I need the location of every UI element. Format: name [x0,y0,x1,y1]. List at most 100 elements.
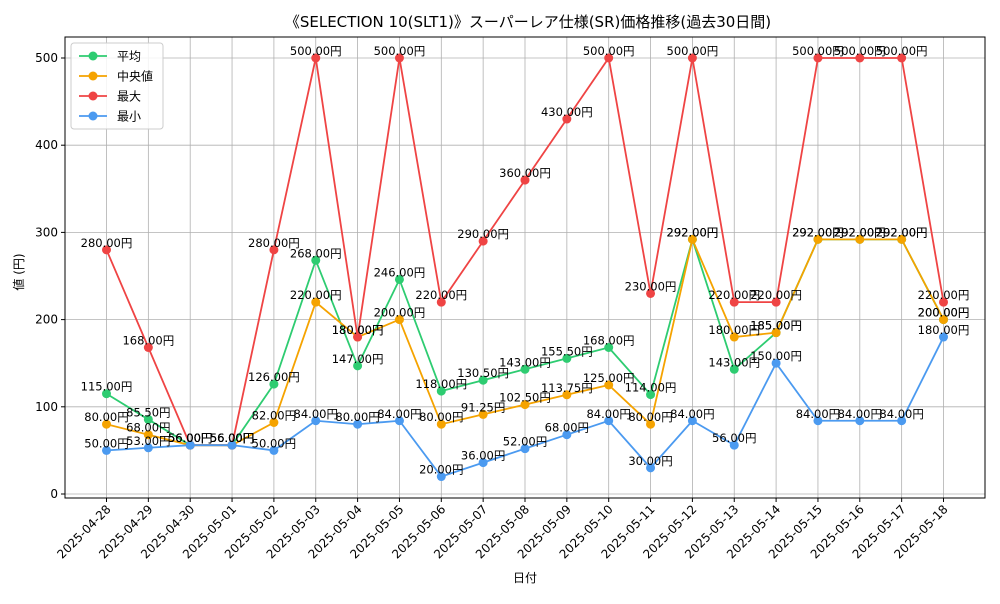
data-point [353,332,363,342]
data-label: 180.00円 [918,323,970,337]
data-point [311,255,321,265]
data-point [102,445,111,455]
series-layer [102,53,948,482]
data-label: 430.00円 [541,105,593,119]
data-point [771,358,781,368]
legend-item: 中央値 [79,69,153,84]
data-label: 91.25円 [461,400,505,414]
data-labels-layer: 115.00円85.50円56.00円56.00円126.00円268.00円1… [81,44,970,477]
data-point [478,409,488,419]
data-label: 500.00円 [834,44,886,58]
data-label: 500.00円 [583,44,635,58]
data-label: 56.00円 [168,431,212,445]
data-label: 56.00円 [168,431,212,445]
data-label: 292.00円 [834,225,886,239]
data-label: 20.00円 [419,463,463,477]
data-label: 56.00円 [168,431,212,445]
data-label: 84.00円 [586,407,630,421]
data-point [729,364,739,374]
data-point [813,416,823,426]
data-label: 130.50円 [457,366,509,380]
data-label: 80.00円 [628,410,672,424]
data-point [729,332,739,342]
data-point [394,416,404,426]
data-label: 220.00円 [290,288,342,302]
data-point [269,417,279,427]
data-point [939,332,948,342]
data-label: 50.00円 [84,436,128,450]
data-point [771,297,781,307]
data-point [353,419,363,429]
data-label: 53.00円 [126,434,170,448]
data-point [102,389,111,399]
data-label: 268.00円 [290,246,342,260]
data-label: 80.00円 [84,410,128,424]
data-label: 52.00円 [503,435,547,449]
data-label: 500.00円 [876,44,928,58]
data-point [436,297,446,307]
data-point [269,445,279,455]
data-point [185,440,195,450]
data-point [520,444,530,454]
data-label: 102.50円 [499,391,551,405]
data-label: 143.00円 [499,355,551,369]
data-point [646,288,656,298]
data-point [604,416,614,426]
data-point [562,390,572,400]
data-label: 56.00円 [210,431,254,445]
data-label: 147.00円 [332,352,384,366]
data-point [562,353,572,363]
data-point [646,390,656,400]
data-label: 84.00円 [838,407,882,421]
y-tick-label: 200 [35,313,58,327]
data-label: 118.00円 [415,377,467,391]
data-label: 292.00円 [792,225,844,239]
data-point [353,361,363,371]
data-label: 500.00円 [374,44,426,58]
data-label: 68.00円 [126,421,170,435]
data-label: 50.00円 [252,436,296,450]
data-point [897,234,907,244]
data-label: 114.00円 [625,381,677,395]
data-label: 168.00円 [122,334,174,348]
data-point [855,234,865,244]
data-point [102,419,111,429]
data-point [729,440,739,450]
x-axis-label: 日付 [513,571,537,585]
data-label: 80.00円 [419,410,463,424]
data-point [394,53,404,63]
data-point [436,472,446,482]
data-point [520,400,530,410]
data-label: 82.00円 [252,408,296,422]
data-point [102,245,111,255]
data-label: 292.00円 [667,225,719,239]
legend-label: 最大 [117,90,141,104]
data-point [687,234,697,244]
data-label: 230.00円 [625,279,677,293]
data-point [604,343,614,353]
data-point [897,416,907,426]
data-point [143,414,153,424]
y-tick-label: 0 [50,487,58,501]
legend-label: 最小 [117,110,141,124]
data-label: 155.50円 [541,344,593,358]
y-tick-label: 400 [35,138,58,152]
data-label: 113.75円 [541,381,593,395]
data-label: 220.00円 [415,288,467,302]
data-point [687,416,697,426]
data-label: 68.00円 [545,421,589,435]
data-label: 180.00円 [332,323,384,337]
data-label: 200.00円 [918,306,970,320]
data-label: 56.00円 [210,431,254,445]
data-label: 84.00円 [796,407,840,421]
data-label: 292.00円 [792,225,844,239]
legend-swatch-marker [88,51,98,61]
data-point [478,236,488,246]
data-point [562,430,572,440]
legend-swatch-marker [88,111,98,121]
data-label: 292.00円 [667,225,719,239]
data-point [520,175,530,185]
data-label: 500.00円 [667,44,719,58]
